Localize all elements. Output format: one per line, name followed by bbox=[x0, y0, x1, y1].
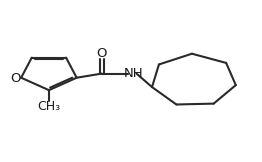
Text: O: O bbox=[10, 72, 21, 85]
Text: CH₃: CH₃ bbox=[37, 100, 61, 113]
Text: O: O bbox=[97, 47, 107, 60]
Text: NH: NH bbox=[124, 67, 144, 80]
